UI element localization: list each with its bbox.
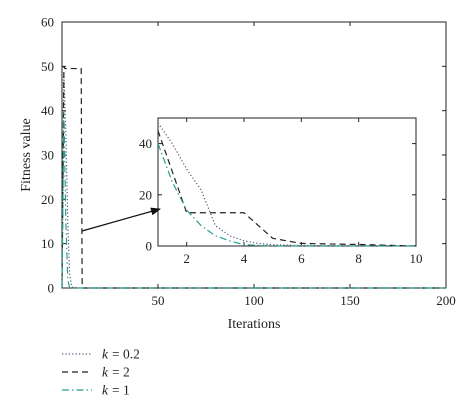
- y-tick-label: 50: [41, 59, 54, 74]
- inset-y-tick-label: 40: [139, 136, 152, 151]
- legend-var: k: [102, 347, 109, 362]
- legend-label-k-2: k = 2: [102, 365, 130, 380]
- inset-series-line-k-2: [157, 130, 417, 247]
- y-tick-label: 0: [48, 281, 55, 296]
- legend-value: = 0.2: [112, 347, 140, 362]
- inset-series-line-k-1: [157, 143, 416, 247]
- zoom-arrow: [81, 207, 161, 232]
- x-axis-label: Iterations: [228, 317, 281, 332]
- legend: k = 0.2k = 2k = 1: [62, 347, 140, 398]
- y-axis-label: Fitness value: [19, 118, 34, 192]
- series-line-k-0.2: [61, 75, 446, 289]
- x-tick-label: 150: [340, 293, 360, 308]
- y-tick-label: 10: [41, 236, 54, 251]
- inset-y-tick-label: 20: [139, 187, 152, 202]
- inset-x-tick-label: 4: [241, 251, 248, 266]
- legend-var: k: [102, 383, 109, 398]
- inset-x-tick-label: 2: [183, 251, 190, 266]
- y-tick-label: 60: [41, 15, 54, 30]
- y-tick-label: 20: [41, 192, 54, 207]
- legend-label-k-1: k = 1: [102, 383, 130, 398]
- legend-var: k: [102, 365, 109, 380]
- legend-value: = 1: [112, 383, 130, 398]
- y-tick-label: 30: [41, 148, 54, 163]
- series-line-k-2: [61, 66, 446, 289]
- x-tick-label: 50: [152, 293, 165, 308]
- inset-frame: [157, 117, 417, 247]
- inset-x-tick-label: 10: [410, 251, 423, 266]
- legend-value: = 2: [112, 365, 130, 380]
- series-line-k-1: [61, 110, 446, 289]
- x-tick-label: 100: [244, 293, 264, 308]
- inset-y-tick-label: 0: [146, 239, 153, 254]
- inset-x-tick-label: 6: [298, 251, 305, 266]
- inset-x-tick-label: 8: [355, 251, 362, 266]
- y-tick-label: 40: [41, 103, 54, 118]
- inset-plot: 0 20 40 2 4 6 8 10: [81, 117, 423, 266]
- x-tick-label: 200: [436, 293, 456, 308]
- legend-label-k-0.2: k = 0.2: [102, 347, 140, 362]
